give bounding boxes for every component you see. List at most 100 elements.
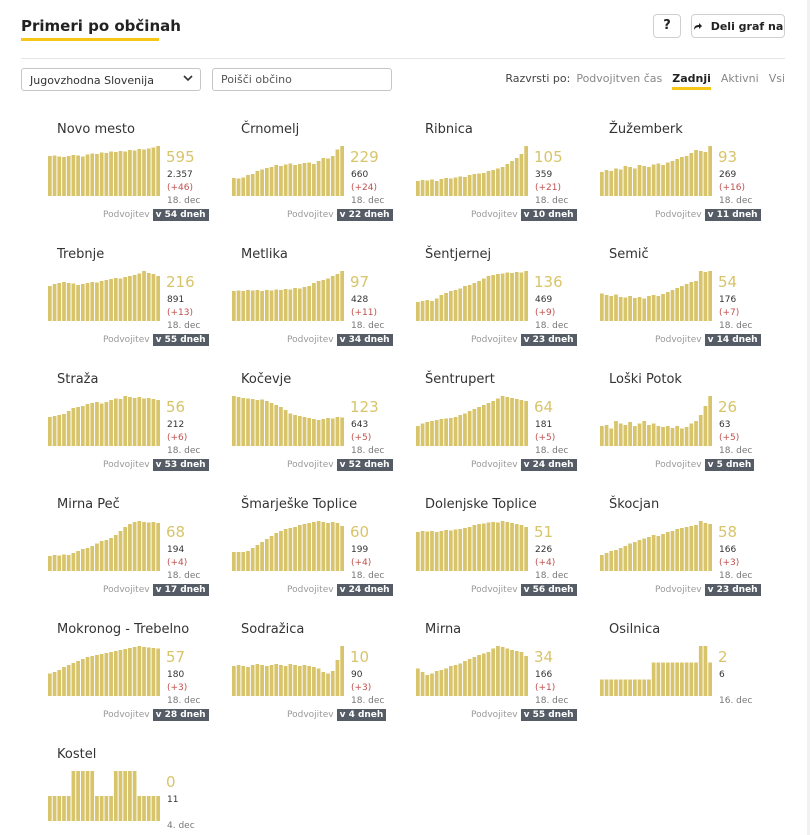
sparkline-bar (481, 278, 486, 321)
sparkline-bar (632, 426, 637, 446)
sort-option-latest[interactable]: Zadnji (672, 72, 711, 90)
total-cases: 194 (167, 545, 185, 555)
municipality-card[interactable]: Črnomelj 229 660 (+24) 18. dec Podvojitev v 22… (205, 118, 395, 233)
sparkline-bar (71, 663, 76, 696)
sparkline-bar (269, 665, 274, 696)
doubling-badge: v 52 dneh (336, 459, 393, 471)
sparkline-bar (656, 426, 661, 446)
municipality-card[interactable]: Škocjan 58 166 (+3) 18. dec Podvojitev v 23 dn… (573, 493, 763, 608)
sort-option-doubling-time[interactable]: Podvojitven čas (576, 72, 663, 85)
sparkline-bar (297, 288, 302, 321)
daily-delta: (+5) (719, 433, 740, 443)
current-cases: 54 (718, 273, 738, 291)
sparkline-bar (264, 401, 269, 446)
sparkline-bar (307, 523, 312, 571)
sparkline-bar (293, 165, 297, 196)
sparkline-bar (90, 771, 95, 821)
total-cases: 359 (535, 170, 553, 180)
sparkline-bar (684, 156, 689, 196)
sparkline-bar (293, 288, 297, 321)
total-cases: 226 (535, 545, 553, 555)
sparkline-bar (95, 402, 99, 446)
sparkline-bar (632, 542, 637, 571)
last-date: 18. dec (351, 696, 385, 706)
sparkline-bar (481, 653, 486, 696)
municipality-card[interactable]: Semič 54 176 (+7) 18. dec Podvojitev v 14 dneh (573, 243, 763, 358)
sparkline-bar (316, 521, 321, 571)
sparkline-bar (71, 771, 76, 821)
sparkline-bar (675, 426, 680, 446)
sparkline-bar (128, 276, 132, 321)
sparkline-bar (283, 410, 288, 446)
sparkline-bar (330, 276, 335, 321)
municipality-card[interactable]: Žužemberk 93 269 (+16) 18. dec Podvojitev v 11… (573, 118, 763, 233)
municipality-card[interactable]: Mokronog - Trebelno 57 180 (+3) 18. dec Podvo… (21, 618, 211, 733)
sparkline-bar (453, 417, 458, 446)
daily-delta: (+1) (535, 683, 556, 693)
help-button[interactable]: ? (653, 14, 681, 38)
sort-option-all[interactable]: Vsi (768, 72, 785, 85)
sparkline-bar (142, 796, 146, 821)
sparkline-bar (288, 528, 293, 571)
municipality-card[interactable]: Šmarješke Toplice 60 199 (+4) 18. dec Podvoji… (205, 493, 395, 608)
share-button[interactable]: Deli graf na (691, 14, 785, 38)
sparkline-bar (109, 652, 113, 696)
sparkline-bar (477, 524, 481, 571)
sparkline-bar (128, 648, 132, 696)
sparkline-bar (260, 542, 264, 571)
sparkline-bar (264, 539, 269, 571)
sort-option-active[interactable]: Aktivni (720, 72, 759, 85)
municipality-card[interactable]: Osilnica 2 6 16. dec (573, 618, 763, 733)
doubling-badge: v 55 dneh (152, 334, 209, 346)
current-cases: 229 (350, 148, 379, 166)
region-select-value: Jugovzhodna Slovenija (30, 74, 154, 87)
municipality-card[interactable]: Straža 56 212 (+6) 18. dec Podvojitev v 53 dne… (21, 368, 211, 483)
municipality-card[interactable]: Mirna Peč 68 194 (+4) 18. dec Podvojitev v 17 … (21, 493, 211, 608)
sparkline-bar (118, 531, 123, 571)
municipality-card[interactable]: Kostel 0 11 4. dec (21, 743, 211, 835)
sparkline-bar (524, 527, 528, 571)
sparkline-bar (279, 166, 283, 196)
sparkline-bar (288, 413, 293, 446)
sparkline-bar (453, 529, 458, 571)
sparkline-bar (425, 300, 430, 321)
sparkline-bar (118, 151, 123, 196)
sparkline-bar (600, 172, 604, 196)
sparkline-bar (642, 679, 647, 696)
municipality-card[interactable]: Šentjernej 136 469 (+9) 18. dec Podvojitev v 2… (389, 243, 579, 358)
sparkline-bar (312, 164, 316, 196)
sparkline-bar (708, 271, 712, 321)
municipality-card[interactable]: Šentrupert 64 181 (+5) 18. dec Podvojitev v 24… (389, 368, 579, 483)
sparkline-bar (274, 533, 279, 571)
municipality-card[interactable]: Novo mesto 595 2.357 (+46) 18. dec Podvojitev… (21, 118, 211, 233)
sparkline-chart (416, 396, 528, 446)
municipality-card[interactable]: Trebnje 216 891 (+13) 18. dec Podvojitev v 55 … (21, 243, 211, 358)
doubling-label: Podvojitev (471, 210, 518, 220)
sparkline-bar (505, 522, 510, 571)
sparkline-bar (637, 165, 642, 196)
last-date: 16. dec (719, 696, 753, 706)
municipality-card[interactable]: Kočevje 123 643 (+5) 18. dec Podvojitev v 52 d… (205, 368, 395, 483)
municipality-card[interactable]: Dolenjske Toplice 51 226 (+4) 18. dec Podvoji… (389, 493, 579, 608)
municipality-search-input[interactable] (212, 68, 392, 91)
sparkline-bar (618, 548, 623, 571)
sparkline-bar (340, 526, 344, 571)
sparkline-bar (491, 170, 496, 196)
region-select[interactable]: Jugovzhodna Slovenija (21, 68, 201, 91)
municipality-card[interactable]: Sodražica 10 90 (+3) 18. dec Podvojitev v 4 dn… (205, 618, 395, 733)
sparkline-bar (670, 290, 675, 321)
last-date: 18. dec (535, 571, 569, 581)
sparkline-bar (52, 672, 57, 696)
municipality-card[interactable]: Loški Potok 26 63 (+5) 18. dec Podvojitev v 5 … (573, 368, 763, 483)
sparkline-bar (80, 406, 85, 446)
sparkline-bar (453, 177, 458, 196)
total-cases: 469 (535, 295, 553, 305)
sparkline-bar (472, 283, 477, 321)
municipality-card[interactable]: Metlika 97 428 (+11) 18. dec Podvojitev v 34 d… (205, 243, 395, 358)
sparkline-bar (703, 272, 708, 321)
sparkline-bar (467, 411, 472, 446)
municipality-card[interactable]: Ribnica 105 359 (+21) 18. dec Podvojitev v 10 … (389, 118, 579, 233)
municipality-card[interactable]: Mirna 34 166 (+1) 18. dec Podvojitev v 55 dneh (389, 618, 579, 733)
sparkline-bar (156, 276, 160, 321)
sparkline-bar (496, 522, 500, 571)
